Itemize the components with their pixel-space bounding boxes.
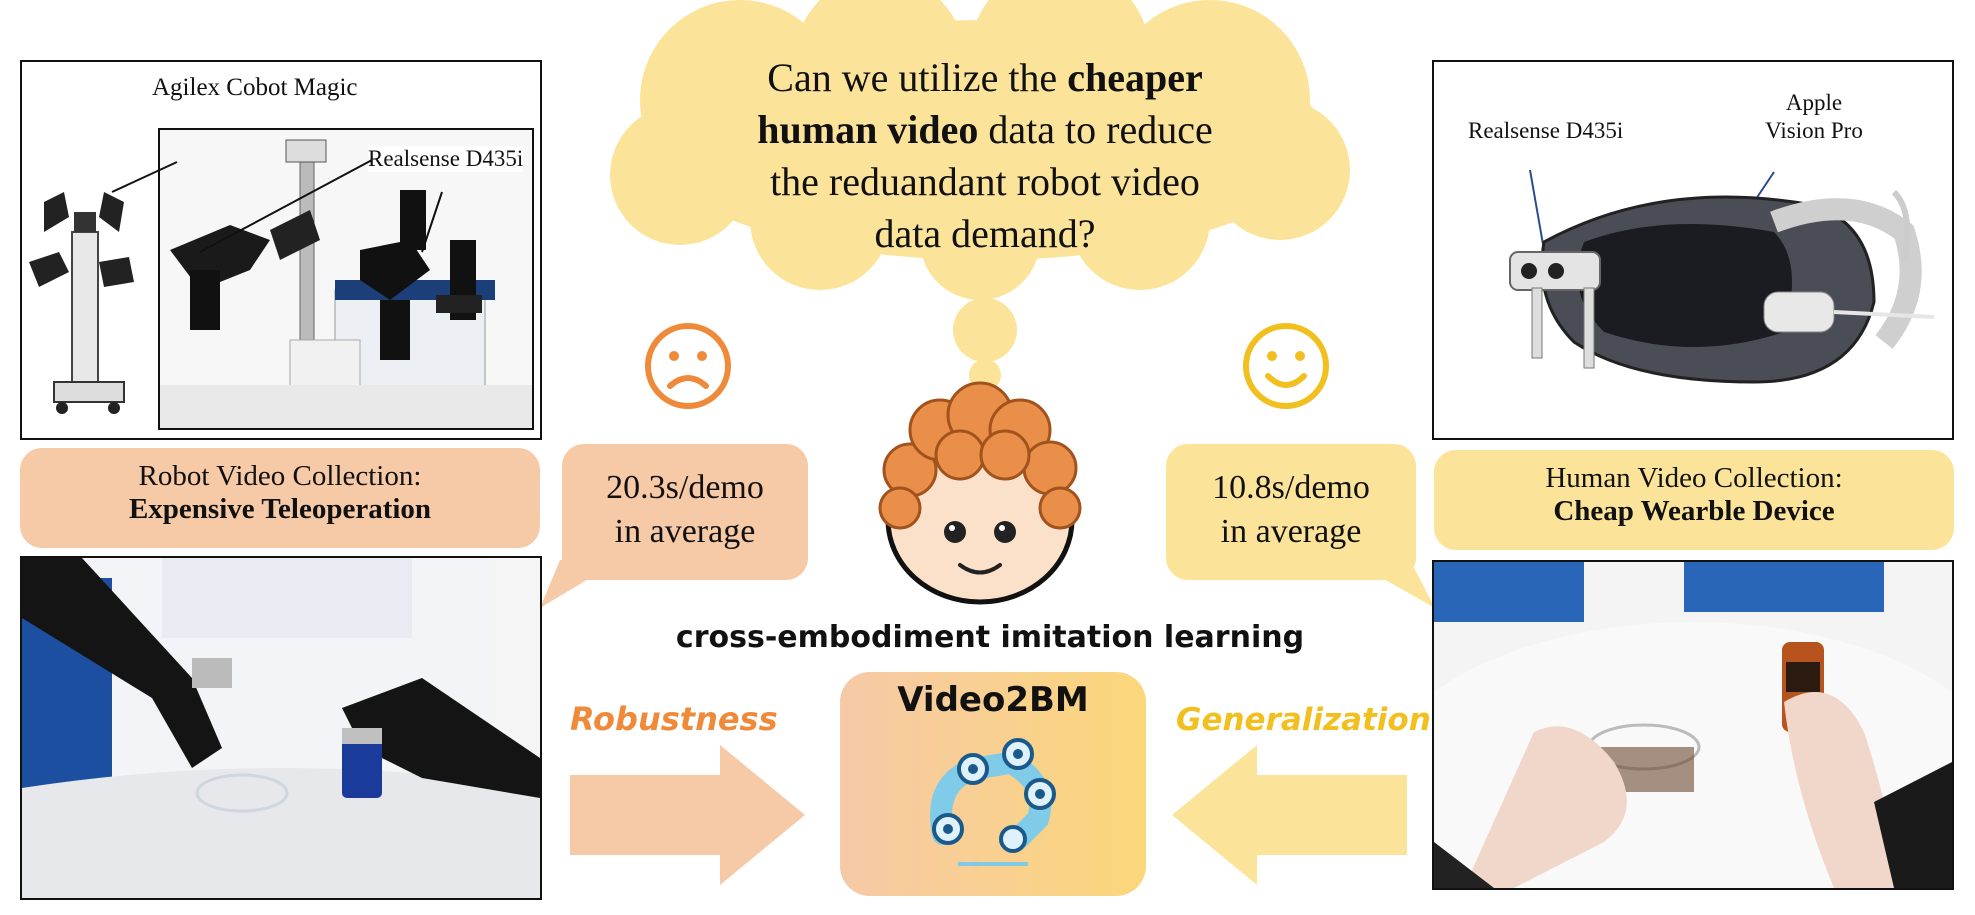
robot-collection-line1: Robot Video Collection:: [138, 460, 422, 492]
robot-setup-image: Agilex Cobot Magic Realsense D: [20, 60, 542, 440]
human-time-line2: in average: [1220, 513, 1362, 550]
generalization-arrow: [1172, 745, 1407, 885]
robustness-arrow: [570, 745, 805, 885]
cartoon-boy-icon: [878, 381, 1082, 605]
headset-name-line1: Apple: [1785, 90, 1843, 115]
video2bm-box: Video2BM: [840, 672, 1146, 896]
human-time-bubble: 10.8s/demo in average: [1166, 444, 1416, 580]
headset-camera-label: Realsense D435i: [1468, 118, 1624, 143]
thought-cloud: [610, 0, 1350, 390]
sad-face-icon: [645, 323, 731, 409]
cloud-question: Can we utilize the cheaper human video d…: [660, 52, 1310, 260]
robot-time-bubble: 20.3s/demo in average: [562, 444, 808, 580]
cloud-line2-bold: human video: [757, 107, 979, 152]
human-task-photo: [1432, 560, 1954, 890]
robot-arm-icon: [930, 738, 1056, 866]
headset-name-line2: Vision Pro: [1765, 118, 1863, 143]
generalization-label: Generalization: [1176, 702, 1431, 738]
human-collection-line1: Human Video Collection:: [1545, 462, 1843, 494]
camera-pointer-lines: [111, 159, 443, 253]
robot-collection-line2: Expensive Teleoperation: [128, 493, 432, 525]
vision-pro-illustration: [1509, 169, 1935, 384]
human-time-line1: 10.8s/demo: [1212, 469, 1370, 506]
robot-collection-label: Robot Video Collection: Expensive Teleop…: [20, 448, 540, 548]
robustness-label: Robustness: [570, 700, 778, 738]
robot-camera-label: Realsense D435i: [368, 146, 524, 172]
human-collection-label: Human Video Collection: Cheap Wearble De…: [1434, 450, 1954, 550]
cloud-line4: data demand?: [874, 211, 1096, 256]
robot-zoom-frame: Realsense D435i: [158, 128, 534, 430]
cloud-line3: the reduandant robot video: [770, 159, 1200, 204]
robot-time-line2: in average: [614, 513, 756, 550]
robot-task-photo: [20, 556, 542, 900]
headset-image: Realsense D435i Apple Vision Pro: [1432, 60, 1954, 440]
robot-task-illustration: [22, 558, 540, 898]
small-robot-illustration: [29, 192, 134, 414]
cross-embodiment-subtitle: cross-embodiment imitation learning: [675, 620, 1305, 655]
cloud-line2-suffix: data to reduce: [978, 107, 1213, 152]
video2bm-title: Video2BM: [897, 680, 1089, 720]
human-task-illustration: [1434, 562, 1952, 888]
robot-arms-illustration: [160, 139, 532, 428]
robot-setup-title: Agilex Cobot Magic: [152, 74, 358, 101]
human-collection-line2: Cheap Wearble Device: [1553, 495, 1835, 527]
cloud-line1-bold: cheaper: [1067, 55, 1203, 100]
happy-face-icon: [1243, 323, 1329, 409]
cloud-line1-prefix: Can we utilize the: [767, 55, 1068, 100]
robot-time-line1: 20.3s/demo: [606, 469, 764, 506]
